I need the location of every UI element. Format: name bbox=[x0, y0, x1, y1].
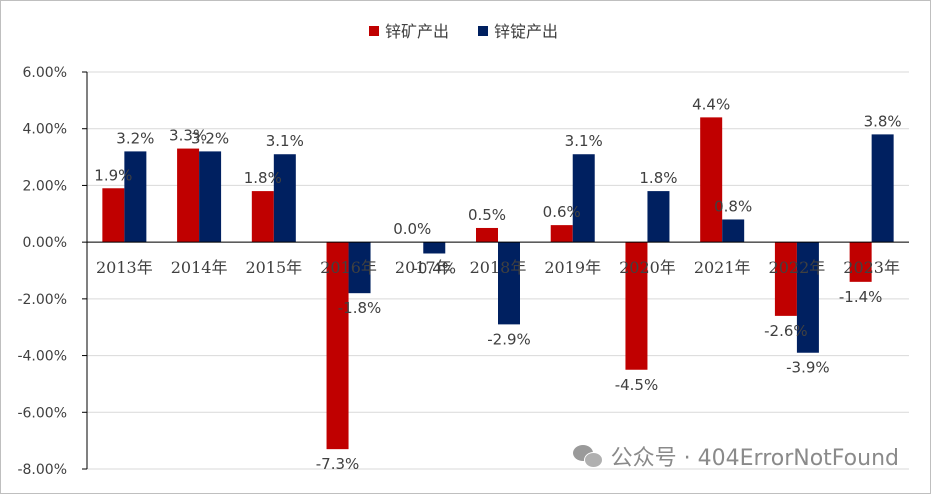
bar-zinc-ore bbox=[774, 242, 797, 316]
wechat-icon bbox=[572, 443, 603, 469]
x-tick-label: 2014年 bbox=[171, 258, 228, 277]
x-tick-label: 2018年 bbox=[470, 258, 527, 277]
data-label: 1.8% bbox=[639, 169, 677, 187]
data-label: 3.1% bbox=[266, 132, 304, 150]
bar-zinc-ore bbox=[177, 148, 200, 243]
bar-zinc-ingot bbox=[871, 134, 894, 243]
bar-zinc-ore bbox=[849, 242, 872, 282]
x-tick-label: 2015年 bbox=[245, 258, 302, 277]
bar-zinc-ore bbox=[326, 242, 349, 450]
legend-swatch bbox=[369, 26, 379, 36]
bar-zinc-ingot bbox=[572, 154, 595, 243]
data-label: -3.9% bbox=[786, 359, 830, 377]
bar-zinc-ingot bbox=[348, 242, 371, 294]
bar-zinc-ingot bbox=[423, 242, 446, 254]
data-label: 4.4% bbox=[692, 95, 730, 113]
y-tick-label: 2.00% bbox=[23, 178, 67, 194]
data-label: 3.2% bbox=[116, 129, 154, 147]
watermark: 公众号 · 404ErrorNotFound bbox=[572, 440, 899, 472]
data-label: 1.9% bbox=[94, 166, 132, 184]
data-label: 0.6% bbox=[543, 203, 581, 221]
bar-zinc-ore bbox=[476, 227, 498, 243]
data-label: 0.5% bbox=[468, 206, 506, 224]
x-tick-label: 2022年 bbox=[769, 258, 826, 277]
x-tick-label: 2020年 bbox=[619, 258, 676, 277]
bar-zinc-ingot bbox=[796, 242, 819, 353]
bar-zinc-ingot bbox=[273, 154, 296, 243]
legend-label: 锌矿产出 bbox=[385, 22, 449, 41]
bar-zinc-ore bbox=[251, 191, 274, 243]
y-tick-label: -4.00% bbox=[17, 349, 67, 365]
data-label: 1.8% bbox=[244, 169, 282, 187]
data-label: -0.4% bbox=[413, 259, 457, 277]
bar-zinc-ingot bbox=[498, 242, 520, 325]
data-label: 3.8% bbox=[864, 112, 902, 130]
bar-zinc-ingot bbox=[722, 219, 745, 243]
y-tick-label: -2.00% bbox=[17, 292, 67, 308]
legend: 锌矿产出 锌锭产出 bbox=[369, 22, 558, 41]
data-label: -4.5% bbox=[615, 376, 659, 394]
x-tick-label: 2021年 bbox=[694, 258, 751, 277]
legend-swatch bbox=[478, 26, 488, 36]
x-tick-label: 2019年 bbox=[544, 258, 601, 277]
bar-zinc-ingot bbox=[199, 151, 222, 243]
y-tick-label: 6.00% bbox=[23, 65, 67, 81]
bar-zinc-ore bbox=[550, 225, 573, 243]
x-tick-label: 2016年 bbox=[320, 258, 377, 277]
y-axis: 6.00% 4.00% 2.00% 0.00% -2.00% -4.00% -6.00% -8… bbox=[17, 65, 88, 478]
data-labels: 1.9%3.2% 3.3%3.2%1.8%3.1%-7.3%-1.8%0.0%-0… bbox=[94, 95, 901, 473]
bar-zinc-ore bbox=[102, 188, 125, 243]
y-tick-label: -6.00% bbox=[17, 405, 67, 421]
x-tick-label: 2023年 bbox=[843, 258, 900, 277]
data-label: -7.3% bbox=[316, 455, 360, 473]
data-label: -1.4% bbox=[839, 288, 883, 306]
data-label: -1.8% bbox=[338, 299, 382, 317]
y-tick-label: 0.00% bbox=[23, 235, 67, 251]
data-label: 3.2% bbox=[191, 129, 229, 147]
bar-zinc-ingot bbox=[124, 151, 147, 243]
data-label: 0.8% bbox=[714, 197, 752, 215]
bar-zinc-ore bbox=[700, 117, 723, 243]
x-axis: 2013年 2014年 2015年 2016年 2017年 2018年 2019年 2020年… bbox=[87, 241, 909, 277]
data-label: 3.3% bbox=[169, 127, 207, 145]
y-tick-label: -8.00% bbox=[17, 462, 67, 478]
bar-zinc-ingot bbox=[647, 191, 670, 243]
x-tick-label: 2017年 bbox=[395, 258, 452, 277]
x-tick-label: 2013年 bbox=[96, 258, 153, 277]
watermark-text: 公众号 · 404ErrorNotFound bbox=[610, 446, 899, 471]
y-tick-label: 4.00% bbox=[23, 122, 67, 138]
data-label: -2.9% bbox=[487, 330, 531, 348]
data-label: 3.1% bbox=[565, 132, 603, 150]
data-label: 0.0% bbox=[393, 220, 431, 238]
bar-zinc-ore bbox=[625, 242, 648, 370]
data-label: -2.6% bbox=[764, 322, 808, 340]
legend-label: 锌锭产出 bbox=[494, 22, 558, 41]
bars bbox=[102, 117, 894, 450]
